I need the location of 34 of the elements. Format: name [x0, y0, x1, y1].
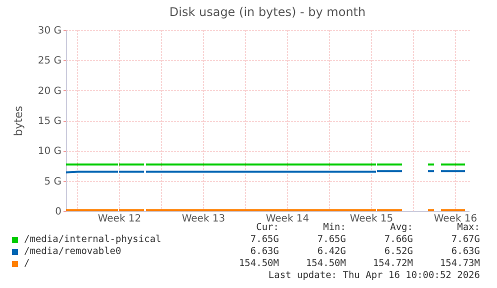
x-tick-label: Week 15 — [350, 214, 394, 224]
x-tick-label: Week 12 — [98, 214, 142, 224]
text: Min: — [323, 222, 346, 233]
y-tick-label: 15 G — [38, 116, 62, 127]
text: 154.50M — [238, 258, 279, 270]
text: Cur: — [256, 222, 279, 233]
legend-label: /media/removable0 — [24, 246, 122, 258]
text: Max: — [456, 222, 480, 234]
text: 7.66G — [383, 234, 413, 246]
text: 154.72M — [372, 258, 413, 270]
y-tick-label: 25 G — [38, 56, 62, 67]
x-tick-label: Week 16 — [434, 214, 478, 224]
text: 7.65G — [316, 234, 346, 246]
text: 7.67G — [450, 234, 480, 246]
x-tick-label: Week 13 — [182, 214, 226, 224]
y-tick-label: 5 G — [44, 176, 62, 188]
text: 6.63G — [450, 246, 480, 258]
legend-label: / — [24, 258, 30, 270]
text: 6.42G — [316, 246, 346, 258]
text: 7.65G — [249, 234, 279, 246]
legend-label: /media/internal-physical — [24, 234, 162, 246]
y-axis-title: bytes — [12, 106, 25, 136]
y-tick-label: 30 G — [38, 26, 62, 36]
chart-title: Disk usage (in bytes) - by month — [169, 5, 366, 19]
y-tick-label: 20 G — [38, 86, 62, 97]
y-tick-label: 10 G — [38, 146, 62, 158]
text: 6.63G — [249, 246, 279, 258]
text: 6.52G — [383, 246, 413, 258]
text: Last update: Thu Apr 16 10:00:52 2026 — [267, 270, 480, 282]
text: 154.50M — [304, 258, 346, 270]
y-tick-label: 0 — [55, 206, 62, 218]
x-tick-label: Week 14 — [266, 214, 310, 224]
text: 154.73M — [438, 258, 480, 270]
text: Avg: — [389, 222, 413, 234]
